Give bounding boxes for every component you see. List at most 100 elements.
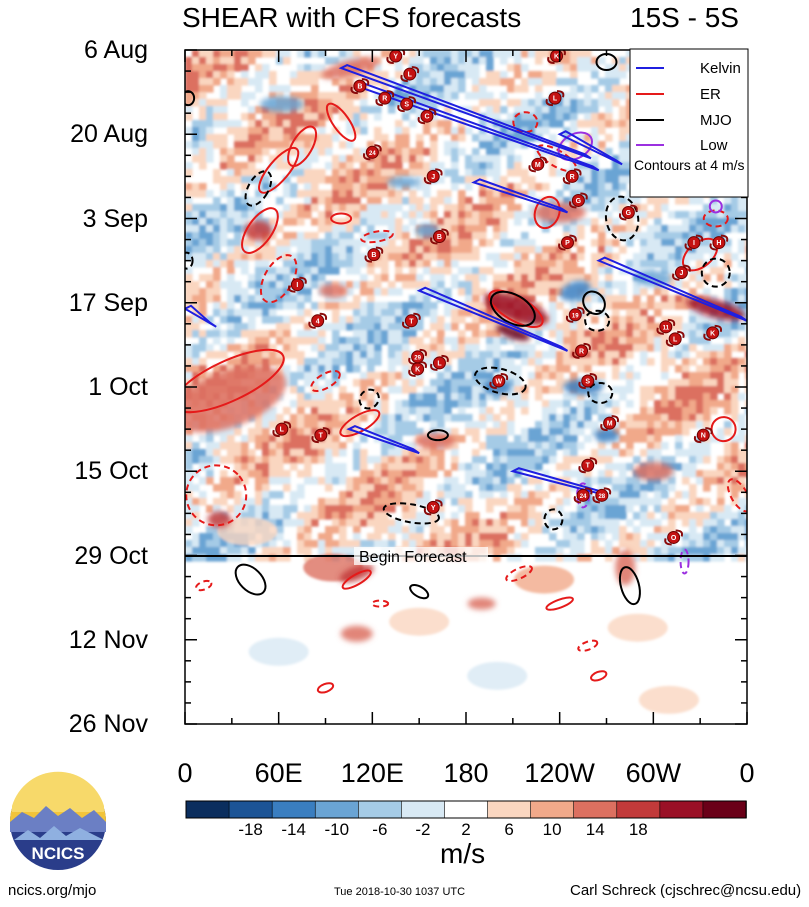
shear-cell [710,470,718,478]
shear-cell [521,274,529,282]
shear-cell [563,449,571,457]
storm-label: P [565,240,570,247]
shear-cell [696,540,704,548]
shear-cell [570,344,578,352]
shear-cell [661,491,669,499]
shear-cell [367,351,375,359]
shear-cell [402,337,410,345]
shear-cell [619,246,627,254]
shear-cell [206,533,214,541]
shear-cell [430,113,438,121]
shear-cell [248,435,256,443]
shear-cell [220,141,228,149]
shear-cell [514,260,522,268]
shear-cell [234,491,242,499]
shear-cell [262,183,270,191]
shear-cell [206,78,214,86]
shear-cell [584,218,592,226]
shear-cell [479,456,487,464]
storm-swirl [565,306,585,323]
shear-cell [549,246,557,254]
shear-cell [661,407,669,415]
shear-cell [444,386,452,394]
shear-cell [304,78,312,86]
shear-cell [444,169,452,177]
shear-cell [304,526,312,534]
shear-cell [360,274,368,282]
shear-cell [584,400,592,408]
shear-cell [374,162,382,170]
shear-cell [612,400,620,408]
shear-cell [332,232,340,240]
shear-cell [731,519,739,527]
shear-cell [185,78,193,86]
shear-cell [717,232,725,240]
shear-cell [486,526,494,534]
shear-cell [395,421,403,429]
shear-cell [577,526,585,534]
shear-cell [206,85,214,93]
shear-cell [570,57,578,65]
storm-label: R [570,174,575,181]
shear-cell [528,239,536,247]
shear-cell [269,463,277,471]
shear-cell [724,288,732,296]
shear-cell [185,358,193,366]
shear-cell [689,393,697,401]
shear-cell [542,127,550,135]
shear-cell [269,288,277,296]
shear-cell [234,232,242,240]
shear-cell [304,372,312,380]
shear-cell [619,155,627,163]
shear-cell [192,127,200,135]
shear-cell [458,526,466,534]
shear-cell [591,295,599,303]
shear-cell [444,239,452,247]
shear-cell [612,323,620,331]
shear-cell [227,183,235,191]
shear-cell [675,463,683,471]
shear-cell [465,204,473,212]
shear-cell [360,505,368,513]
shear-cell [437,253,445,261]
shear-cell [409,470,417,478]
shear-cell [500,211,508,219]
shear-cell [283,456,291,464]
shear-cell [612,442,620,450]
shear-cell [472,344,480,352]
shear-cell [465,197,473,205]
shear-cell [486,190,494,198]
shear-cell [248,449,256,457]
shear-cell [430,162,438,170]
shear-cell [640,358,648,366]
shear-cell [605,288,613,296]
shear-cell [577,421,585,429]
shear-cell [563,456,571,464]
shear-cell [353,498,361,506]
shear-cell [241,127,249,135]
shear-cell [619,232,627,240]
shear-cell [563,470,571,478]
shear-cell [409,274,417,282]
shear-cell [199,456,207,464]
shear-cell [682,372,690,380]
shear-cell [521,435,529,443]
shear-cell [430,309,438,317]
storm-swirl [600,415,619,432]
shear-cell [325,358,333,366]
shear-cell [626,533,634,541]
shear-cell [465,92,473,100]
shear-cell [199,57,207,65]
colorbar-label: 6 [504,820,514,839]
shear-cell [185,330,193,338]
storm-swirl [665,330,685,347]
shear-cell [738,260,746,268]
shear-cell [304,239,312,247]
shear-cell [563,246,571,254]
shear-cell [500,148,508,156]
shear-cell [451,78,459,86]
shear-cell [717,358,725,366]
shear-cell [472,71,480,79]
footer-site[interactable]: ncics.org/mjo [8,882,97,899]
shear-cell [262,50,270,58]
